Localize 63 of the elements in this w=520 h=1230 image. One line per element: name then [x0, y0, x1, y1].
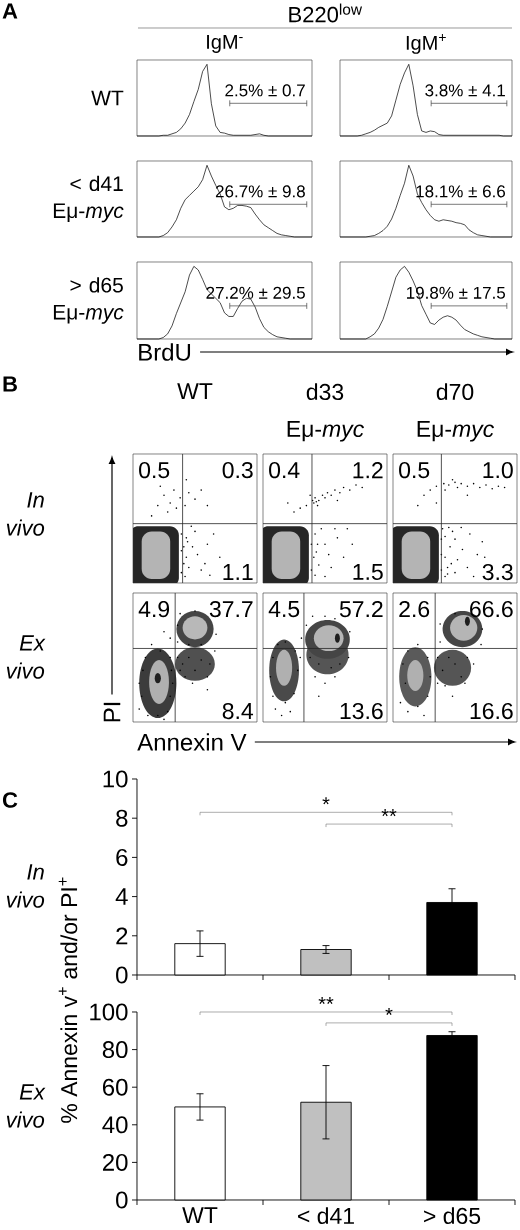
text: 1.5 [353, 563, 383, 581]
text: 3.3 [482, 563, 513, 581]
text: 13.6 [340, 702, 383, 720]
text: In vivo [6, 492, 45, 536]
y-axis-title: % Annexin v$^{+}$ and/or PI$^{+}$ [58, 877, 78, 1123]
text: 1.2 [353, 462, 383, 479]
text: d33 Eμ-myc [287, 383, 364, 442]
text: 66.6 [470, 600, 513, 618]
text: 0.5 [399, 461, 430, 479]
x-tick-label: < d41 [298, 1207, 354, 1225]
text: 4.9 [138, 600, 170, 618]
chart-title: IgM$^{-}$ [207, 35, 243, 53]
text: WT [177, 383, 213, 400]
text: Ex vivo [6, 1084, 46, 1128]
text: d70 Eμ-myc [417, 383, 494, 442]
text: 0.3 [222, 461, 253, 479]
y-tick-label: 8 [116, 809, 128, 827]
y-axis-title: > d65 Eμ-myc [53, 277, 124, 324]
y-tick-label: 10 [103, 770, 128, 788]
y-tick-label: 4 [115, 888, 128, 905]
text: 8.4 [222, 702, 254, 720]
annotation: * [322, 797, 330, 805]
text: A [2, 3, 18, 19]
y-tick-label: 40 [102, 1116, 128, 1134]
text: In vivo [6, 864, 45, 908]
text: 2.6 [399, 600, 430, 618]
annotation: ** [381, 809, 397, 817]
text: Annexin V [137, 733, 247, 751]
text: 4.5 [268, 601, 300, 618]
text: 0.5 [139, 461, 170, 479]
text: C [2, 792, 18, 808]
y-axis-title: WT [91, 90, 124, 106]
annotation: 27.2% ± 29.5 [206, 286, 305, 299]
y-tick-label: 100 [90, 1003, 128, 1021]
y-tick-label: 0 [116, 966, 128, 984]
text: ** [318, 997, 334, 1005]
annotation: 19.8% ± 17.5 [407, 286, 506, 299]
y-tick-label: 6 [116, 848, 128, 866]
y-tick-label: 20 [102, 1153, 128, 1171]
text: 37.7 [209, 600, 253, 618]
text: 1.1 [223, 564, 253, 580]
text: 0.4 [269, 461, 300, 479]
annotation: * [385, 1007, 393, 1015]
y-axis-title: < d41 Eμ-myc [53, 175, 124, 223]
y-tick-label: 80 [102, 1041, 128, 1059]
y-tick-label: 2 [116, 927, 128, 945]
x-tick-label: > d65 [424, 1207, 481, 1225]
chart-title: IgM$^{+}$ [406, 34, 446, 54]
text: 16.6 [470, 702, 513, 720]
annotation: 3.8% ± 4.1 [425, 84, 505, 97]
annotation: 2.5% ± 0.7 [225, 84, 305, 97]
text: 1.0 [483, 461, 513, 479]
text: B [3, 376, 17, 392]
y-tick-label: 60 [102, 1078, 128, 1096]
annotation: 18.1% ± 6.6 [416, 185, 506, 198]
text: Ex vivo [6, 635, 46, 679]
x-axis-title: BrdU [139, 343, 191, 361]
y-tick-label: 0 [116, 1191, 128, 1209]
text: 57.2 [339, 600, 383, 618]
text: PI [103, 702, 121, 722]
x-tick-label: WT [182, 1207, 218, 1224]
text: B220$^{low}$ [289, 3, 363, 23]
annotation: 26.7% ± 9.8 [215, 185, 305, 198]
